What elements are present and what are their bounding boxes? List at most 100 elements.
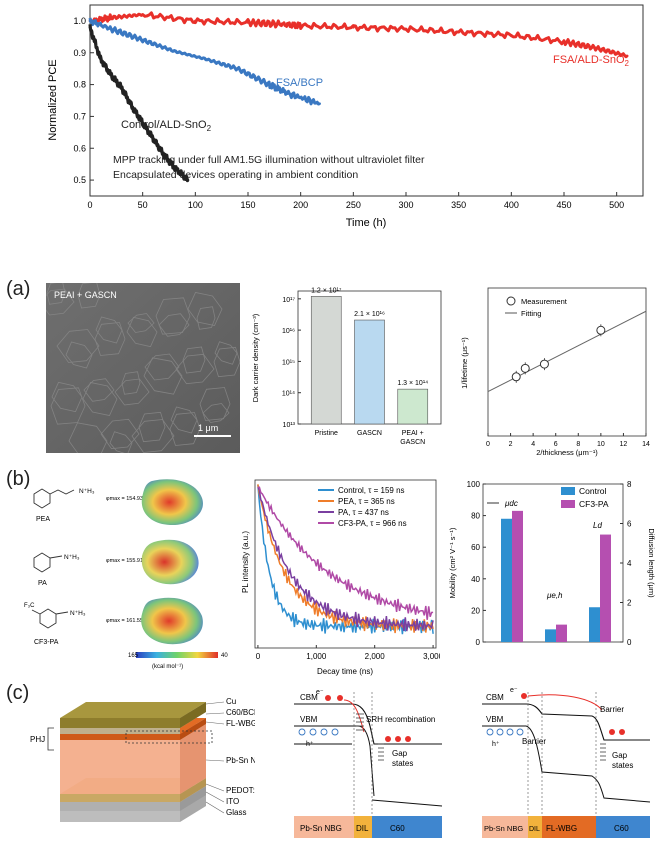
pl-legend-label: Control, τ = 159 ns xyxy=(338,486,405,495)
pa-nh3: N⁺H₃ xyxy=(64,554,80,561)
sem-grain xyxy=(127,313,155,333)
dc-category-label: Pristine xyxy=(315,430,338,437)
sem-grain xyxy=(202,403,230,423)
measurement-point xyxy=(596,325,606,335)
dc-category-label: GASCN xyxy=(400,439,425,446)
gap-states-label-1b: states xyxy=(392,759,413,768)
pa-esp-surface xyxy=(141,539,199,585)
top-x-axis: 0 50 100 150 200 250 300 350 400 450 500 xyxy=(87,192,624,210)
series-point xyxy=(404,27,408,31)
barrier-label-2b: Barrier xyxy=(522,737,546,746)
top-xtick-label: 400 xyxy=(504,200,519,210)
esp-unit: (kcal mol⁻¹) xyxy=(152,664,183,670)
series-point xyxy=(246,21,250,24)
mob-bar xyxy=(556,624,567,642)
sem-grain xyxy=(46,288,75,316)
pea-structure xyxy=(33,488,75,509)
sem-grain xyxy=(170,406,198,434)
mob-ytick-label: 20 xyxy=(471,606,480,615)
sem-grain xyxy=(182,346,206,374)
top-xtick-label: 300 xyxy=(398,200,413,210)
pa-label: PA xyxy=(38,580,47,587)
annotation-encapsulated: Encapsulated devices operating in ambien… xyxy=(113,169,358,181)
diffusion-ylabel: Diffusion length (μm) xyxy=(647,528,656,598)
series-point xyxy=(99,57,102,61)
sem-grain xyxy=(94,322,126,356)
top-xtick-label: 150 xyxy=(240,200,255,210)
lifetime-xlabel: 2/thickness (μm⁻¹) xyxy=(536,448,598,457)
lifetime-marks xyxy=(487,310,647,393)
gap-states-label-1a: Gap xyxy=(392,749,408,758)
vbm-label-1: VBM xyxy=(300,715,318,724)
series-point xyxy=(457,30,460,34)
series-point xyxy=(172,49,176,53)
legend-cf3: CF3-PA xyxy=(579,499,609,509)
pea-esp-surface xyxy=(141,479,203,526)
mob-ytick-label: 0 xyxy=(476,638,481,647)
series-point xyxy=(562,40,566,43)
mob-cat-label: Ld xyxy=(593,521,602,530)
band2-flwbg: FL-WBG xyxy=(546,824,577,833)
mob-bar xyxy=(589,607,600,642)
lifetime-frame xyxy=(487,287,647,437)
sem-grain xyxy=(126,316,158,348)
pea-label: PEA xyxy=(36,516,50,523)
sem-grain xyxy=(68,422,108,453)
sem-grain xyxy=(175,353,215,385)
measurement-point xyxy=(520,363,530,373)
cf3-label: CF3-PA xyxy=(34,639,59,646)
pea-nh3: N⁺H₃ xyxy=(79,488,95,495)
series-point xyxy=(88,25,92,29)
label-pedot: PEDOT:PSS xyxy=(226,786,255,795)
sem-grain xyxy=(131,419,175,453)
hole-label-1: h⁺ xyxy=(306,741,314,748)
pl-legend-label: PEA, τ = 365 ns xyxy=(338,497,395,506)
series-point xyxy=(299,24,302,27)
sem-image: PEAI + GASCN 1 μm xyxy=(46,283,240,453)
band2-c60: C60 xyxy=(614,824,629,833)
measurement-point xyxy=(511,372,521,382)
label-cu: Cu xyxy=(226,697,236,706)
top-xtick-label: 100 xyxy=(188,200,203,210)
series-point xyxy=(141,13,144,16)
dark-carrier-axis: 10¹³ 10¹⁴ 10¹⁵ 10¹⁶ 10¹⁷ xyxy=(282,297,301,429)
top-xtick-label: 450 xyxy=(556,200,571,210)
dark-carrier-ylabel: Dark carrier density (cm⁻³) xyxy=(251,313,260,402)
mobility-bars xyxy=(501,510,611,642)
cbm-label-1: CBM xyxy=(300,693,318,702)
top-ytick-label: 0.7 xyxy=(73,111,86,121)
dc-bar-2 xyxy=(397,388,429,425)
lifetime-axis: 0 2 4 6 8 10 12 14 xyxy=(486,433,650,448)
label-pbsn-nbg: Pb-Sn NBG xyxy=(226,756,255,765)
cbm-label-2: CBM xyxy=(486,693,504,702)
lifetime-ylabel: 1/lifetime (μs⁻¹) xyxy=(460,337,469,389)
pl-curve-1 xyxy=(257,484,434,634)
dark-carrier-bars: 1.2 × 10¹⁷ Pristine 2.1 × 10¹⁶ GASCN 1.3 × 1… xyxy=(310,287,429,446)
top-xtick-label: 250 xyxy=(346,200,361,210)
series-label-control: Control/ALD-SnO2 xyxy=(121,119,212,133)
phj-highlight-box xyxy=(125,730,213,744)
top-y-axis: 0.5 0.6 0.7 0.8 0.9 1.0 xyxy=(73,16,94,185)
top-ytick-label: 0.6 xyxy=(73,143,86,153)
top-x-axis-label: Time (h) xyxy=(346,217,387,229)
esp-scale-min: 165 xyxy=(128,653,139,659)
hole-label-2: h⁺ xyxy=(492,741,500,748)
sem-grain xyxy=(83,378,115,402)
lt-xtick-label: 4 xyxy=(531,441,535,448)
lt-xtick-label: 8 xyxy=(576,441,580,448)
mob-ytick-label: 100 xyxy=(467,480,481,489)
series-label-fsa-bcp: FSA/BCP xyxy=(276,77,323,89)
legend-control-swatch xyxy=(561,487,575,495)
top-plot-frame xyxy=(89,4,644,197)
label-fl-wbg: FL-WBG xyxy=(226,719,255,728)
sem-grain xyxy=(46,283,66,305)
sem-grain xyxy=(199,387,231,421)
pl-frame xyxy=(254,479,437,649)
label-c60-bcp: C60/BCP xyxy=(226,708,255,717)
series-point xyxy=(151,137,155,140)
top-xtick-label: 500 xyxy=(609,200,624,210)
diff-ytick-label: 4 xyxy=(627,559,632,568)
dc-value-label: 1.2 × 10¹⁷ xyxy=(311,287,342,294)
series-point xyxy=(594,46,597,50)
pl-legend-label: CF3-PA, τ = 966 ns xyxy=(338,519,407,528)
